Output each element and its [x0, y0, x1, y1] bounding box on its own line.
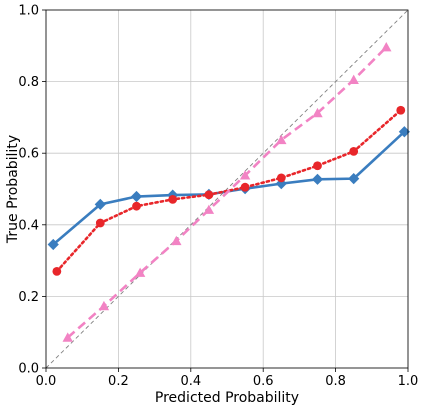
y-axis-label: True Probability — [5, 135, 21, 244]
y-axis-ticks: 0.0 0.2 0.4 0.6 0.8 1.0 — [18, 4, 46, 377]
x-tick-label: 0.4 — [180, 374, 201, 389]
series-1-point — [47, 238, 59, 251]
x-axis-ticks: 0.0 0.2 0.4 0.6 0.8 1.0 — [36, 368, 419, 389]
series-2-point — [240, 182, 250, 192]
series-2-point — [396, 105, 406, 115]
x-tick-label: 0.0 — [36, 374, 57, 389]
y-tick-label: 0.4 — [18, 218, 39, 233]
series-3-line — [66, 46, 388, 339]
series-2-point — [52, 266, 62, 276]
series-2-point — [349, 147, 359, 156]
y-tick-label: 1.0 — [18, 4, 39, 19]
series-2-point — [276, 173, 286, 183]
series-1-point — [130, 190, 143, 203]
series-3-point — [203, 204, 215, 214]
x-tick-label: 0.2 — [108, 374, 129, 389]
series-2-point — [132, 201, 141, 211]
plot-frame — [45, 9, 409, 369]
series-2-point — [204, 190, 214, 200]
series-1-point — [311, 173, 324, 185]
y-tick-label: 0.8 — [18, 75, 39, 90]
y-tick-label: 0.0 — [18, 362, 39, 377]
series-3-point — [134, 267, 146, 277]
x-tick-label: 0.8 — [325, 374, 346, 389]
series-3-point — [98, 300, 110, 311]
series-1-point — [348, 173, 360, 185]
series-1-point — [398, 126, 410, 138]
y-tick-label: 0.2 — [18, 290, 39, 305]
series-layer — [47, 42, 410, 342]
perfect-calibration-line — [45, 9, 409, 369]
series-3-point — [348, 74, 359, 84]
series-2-point — [313, 161, 322, 171]
series-1-point — [94, 198, 106, 210]
series-2-point — [95, 218, 105, 228]
x-tick-label: 0.6 — [253, 374, 274, 389]
x-axis-label: Predicted Probability — [155, 390, 299, 406]
series-3-point — [62, 332, 73, 342]
series-3-point — [312, 107, 323, 118]
x-tick-label: 1.0 — [398, 374, 419, 389]
series-3-point — [381, 42, 392, 52]
series-3-point — [276, 134, 287, 145]
series-2-point — [168, 194, 178, 204]
series-3-point — [171, 235, 182, 246]
series-3-point — [239, 170, 251, 180]
y-tick-label: 0.6 — [18, 147, 39, 162]
